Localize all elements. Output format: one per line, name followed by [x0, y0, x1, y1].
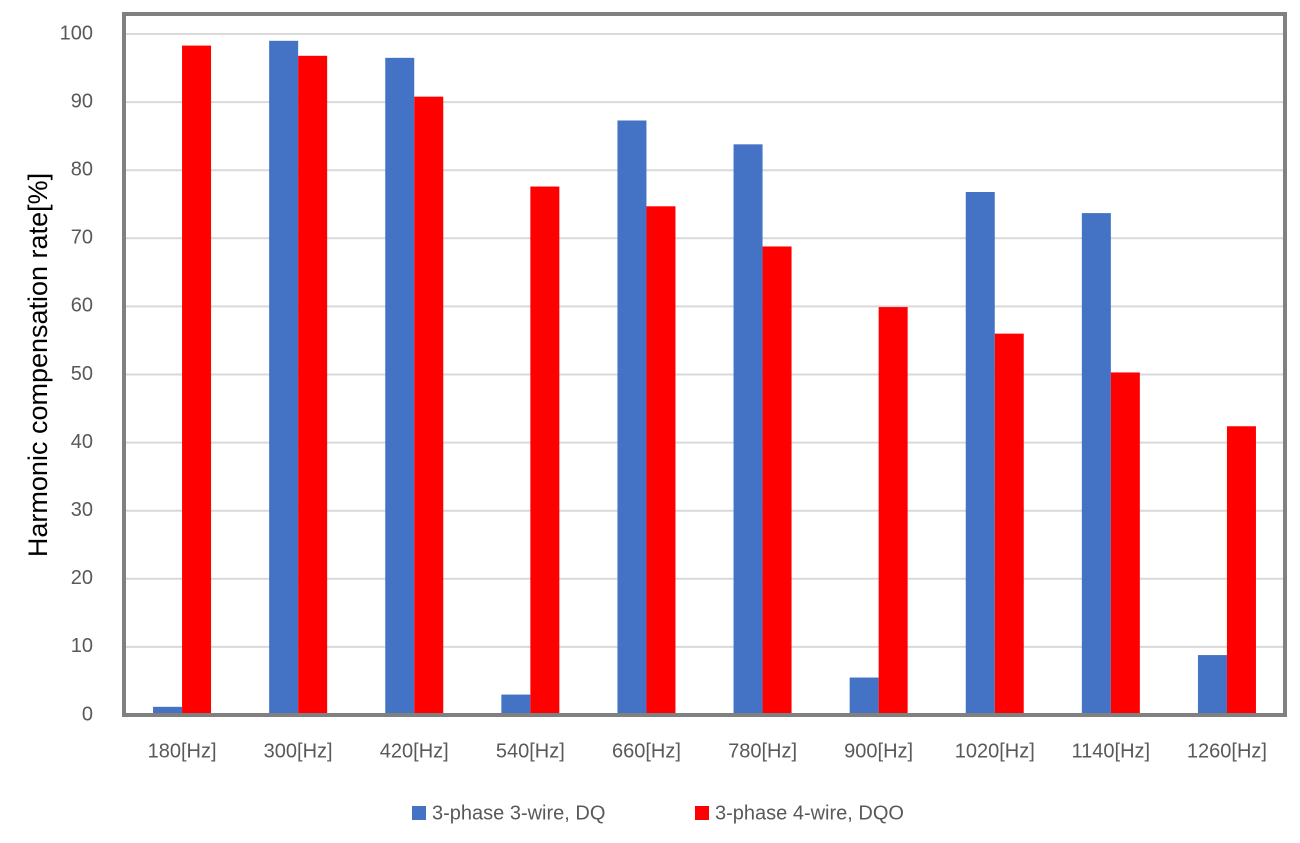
bar-dq [617, 120, 647, 715]
y-tick-label: 0 [82, 703, 93, 725]
y-tick-label: 40 [71, 431, 93, 453]
y-tick-label: 10 [71, 635, 93, 657]
bars [153, 40, 1256, 716]
x-tick-label: 300[Hz] [264, 740, 333, 762]
y-tick-label: 90 [71, 90, 93, 112]
bar-dqo [1226, 426, 1256, 715]
bar-dqo [646, 206, 676, 715]
y-tick-label: 20 [71, 567, 93, 589]
bar-dqo [182, 45, 212, 715]
bar-dq [1081, 213, 1111, 715]
bar-dq [733, 144, 763, 715]
bar-dq [1197, 655, 1227, 715]
y-axis-ticks: 0 10 20 30 40 50 60 70 80 90 100 [60, 22, 93, 725]
y-tick-label: 80 [71, 158, 93, 180]
legend: 3-phase 3-wire, DQ 3-phase 4-wire, DQO [412, 802, 904, 824]
x-tick-label: 420[Hz] [380, 740, 449, 762]
y-tick-label: 60 [71, 295, 93, 317]
x-tick-label: 780[Hz] [728, 740, 797, 762]
x-tick-label: 180[Hz] [148, 740, 217, 762]
x-tick-label: 1140[Hz] [1072, 740, 1151, 762]
x-tick-label: 1260[Hz] [1187, 740, 1267, 762]
bar-dq [849, 677, 879, 715]
bar-dqo [530, 186, 560, 715]
bar-dqo [994, 333, 1024, 715]
bar-dqo [298, 55, 328, 716]
legend-swatch [412, 806, 426, 820]
y-tick-label: 30 [71, 499, 93, 521]
bar-dq [269, 40, 299, 716]
x-axis-ticks: 180[Hz] 300[Hz] 420[Hz] 540[Hz] 660[Hz] 780[H… [148, 740, 1267, 762]
y-tick-label: 100 [60, 22, 93, 44]
legend-swatch [695, 806, 709, 820]
plot-frame [122, 12, 1287, 717]
x-tick-label: 1020[Hz] [955, 740, 1035, 762]
y-tick-label: 70 [71, 227, 93, 249]
legend-label: 3-phase 4-wire, DQO [715, 802, 904, 824]
bar-dqo [762, 246, 792, 716]
x-tick-label: 660[Hz] [612, 740, 681, 762]
legend-label: 3-phase 3-wire, DQ [432, 802, 605, 824]
bar-dq [501, 694, 531, 715]
bar-dq [385, 57, 415, 715]
y-tick-label: 50 [71, 363, 93, 385]
bar-dqo [414, 96, 444, 716]
bar-dqo [1110, 372, 1140, 715]
bar-dqo [878, 307, 908, 715]
bar-dq [153, 706, 183, 715]
y-axis-label: Harmonic compensation rate[%] [23, 173, 53, 557]
x-tick-label: 540[Hz] [496, 740, 565, 762]
x-tick-label: 900[Hz] [844, 740, 913, 762]
bar-dq [965, 191, 995, 715]
